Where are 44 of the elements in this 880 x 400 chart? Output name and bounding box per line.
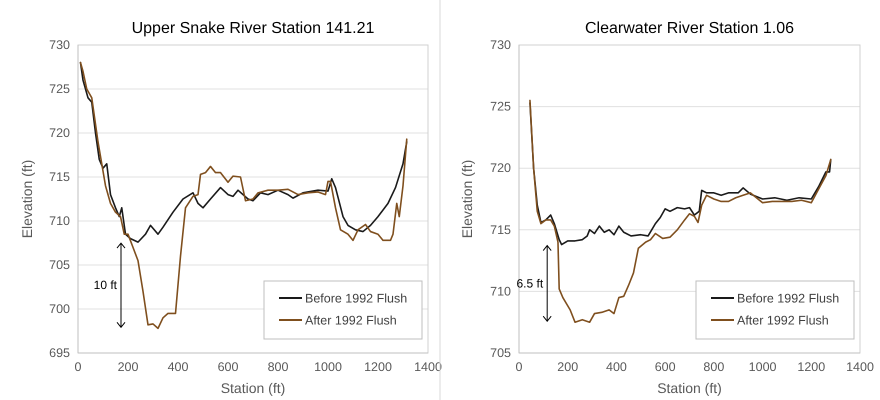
legend-label: After 1992 Flush	[305, 314, 397, 328]
y-tick-label: 710	[49, 214, 70, 228]
x-tick-label: 600	[218, 360, 238, 374]
x-tick-label: 1000	[748, 360, 777, 374]
x-tick-label: 1400	[846, 360, 874, 374]
legend-label: Before 1992 Flush	[305, 292, 408, 306]
y-tick-label: 730	[49, 38, 70, 52]
y-tick-label: 730	[490, 38, 512, 52]
x-tick-label: 800	[703, 360, 724, 374]
y-axis-title: Elevation (ft)	[459, 160, 475, 238]
chart-title: Clearwater River Station 1.06	[585, 20, 794, 37]
line-series	[80, 62, 408, 330]
annotation: 6.5 ft	[516, 276, 544, 290]
y-tick-label: 705	[490, 346, 512, 360]
y-tick-label: 720	[490, 161, 512, 176]
x-tick-label: 600	[654, 360, 676, 374]
y-tick-label: 695	[49, 346, 70, 360]
legend-label: Before 1992 Flush	[737, 292, 840, 306]
line-series	[80, 62, 408, 243]
y-tick-label: 715	[49, 170, 70, 184]
y-tick-label: 715	[490, 222, 512, 237]
y-tick-label: 710	[490, 284, 512, 298]
y-tick-label: 720	[49, 126, 70, 140]
x-axis-title: Station (ft)	[220, 380, 286, 396]
x-tick-label: 200	[557, 360, 578, 374]
line-series	[529, 102, 832, 246]
x-tick-label: 400	[606, 360, 627, 374]
x-tick-label: 1200	[797, 360, 826, 374]
x-axis-title: Station (ft)	[657, 380, 722, 396]
y-tick-label: 725	[49, 82, 70, 96]
x-tick-label: 1000	[314, 360, 342, 374]
x-tick-label: 0	[74, 360, 82, 374]
y-tick-label: 705	[49, 258, 70, 272]
y-tick-label: 725	[490, 100, 512, 114]
annotation: 10 ft	[94, 278, 118, 292]
x-tick-label: 800	[268, 360, 288, 374]
x-tick-label: 400	[168, 360, 188, 374]
chart-title: Upper Snake River Station 141.21	[132, 20, 375, 37]
x-tick-label: 200	[118, 360, 138, 374]
y-axis-title: Elevation (ft)	[19, 160, 35, 238]
legend-label: After 1992 Flush	[737, 314, 829, 328]
x-tick-label: 1200	[364, 360, 392, 374]
x-tick-label: 0	[516, 360, 523, 374]
y-tick-label: 700	[49, 302, 70, 316]
